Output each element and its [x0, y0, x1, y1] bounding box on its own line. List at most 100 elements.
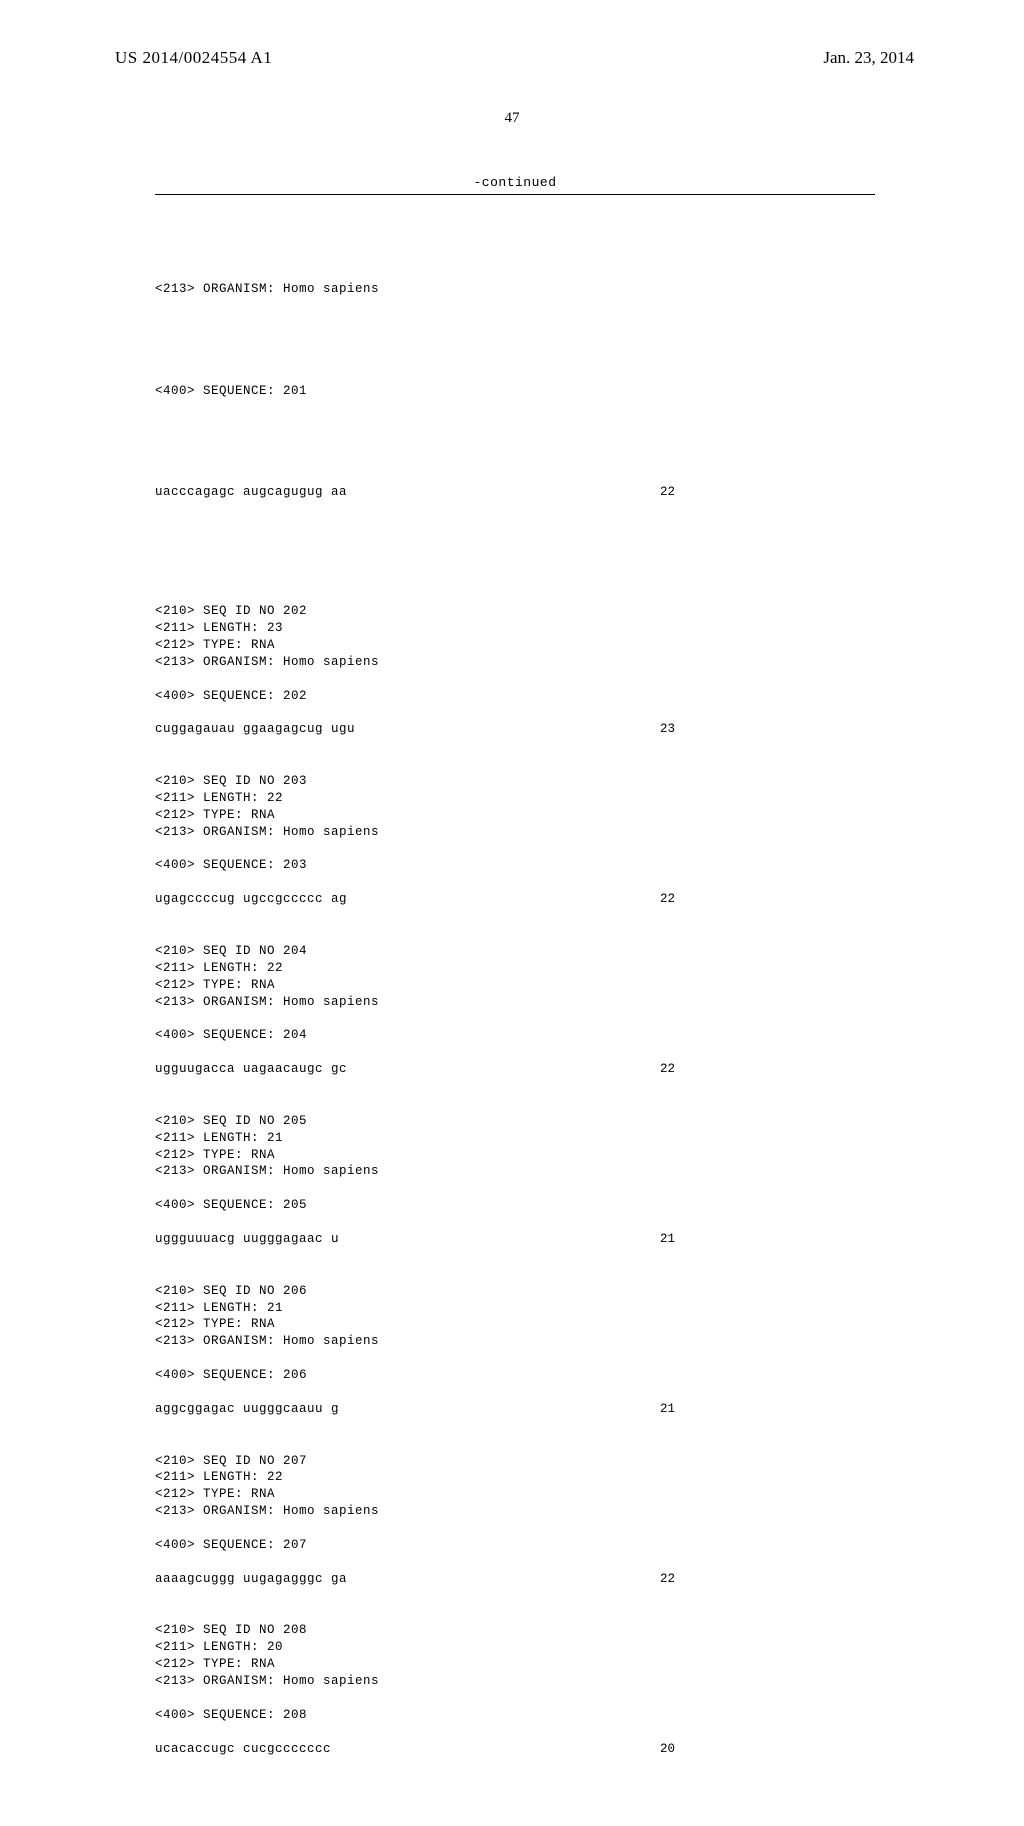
sequence-text: uacccagagc augcagugug aa	[155, 484, 347, 501]
sequence-line: ugguugacca uagaacaugc gc 22	[155, 1061, 875, 1078]
meta-line: <210> SEQ ID NO 205	[155, 1113, 875, 1130]
meta-line: <210> SEQ ID NO 208	[155, 1622, 875, 1639]
sequence-text: uggguuuacg uugggagaac u	[155, 1231, 339, 1248]
meta-line: <213> ORGANISM: Homo sapiens	[155, 1503, 875, 1520]
meta-line: <400> SEQUENCE: 204	[155, 1027, 875, 1044]
meta-line: <211> LENGTH: 21	[155, 1130, 875, 1147]
meta-line: <212> TYPE: RNA	[155, 1316, 875, 1333]
publication-date: Jan. 23, 2014	[823, 48, 914, 68]
blank-line	[155, 1724, 875, 1741]
blank-line	[155, 1606, 875, 1623]
blank-line	[155, 1214, 875, 1231]
sequence-line: ugagccccug ugccgccccc ag 22	[155, 891, 875, 908]
sequence-length: 22	[660, 1061, 875, 1078]
blank-line	[155, 1010, 875, 1027]
blank-line	[155, 1690, 875, 1707]
meta-line: <212> TYPE: RNA	[155, 1486, 875, 1503]
continued-label: -continued	[155, 175, 875, 190]
blank-line	[155, 1044, 875, 1061]
blank-line	[155, 1096, 875, 1113]
sequence-text: aggcggagac uugggcaauu g	[155, 1401, 339, 1418]
meta-line: <210> SEQ ID NO 207	[155, 1453, 875, 1470]
sequence-text: cuggagauau ggaagagcug ugu	[155, 721, 355, 738]
blank-line	[155, 926, 875, 943]
meta-line: <213> ORGANISM: Homo sapiens	[155, 1673, 875, 1690]
sequence-label: <400> SEQUENCE: 201	[155, 383, 875, 400]
meta-line: <212> TYPE: RNA	[155, 1656, 875, 1673]
meta-line: <211> LENGTH: 23	[155, 620, 875, 637]
meta-line: <400> SEQUENCE: 205	[155, 1197, 875, 1214]
blank-line	[155, 1436, 875, 1453]
meta-line: <212> TYPE: RNA	[155, 1147, 875, 1164]
horizontal-rule	[155, 194, 875, 195]
sequence-length: 22	[660, 891, 875, 908]
sequence-entry: <210> SEQ ID NO 208<211> LENGTH: 20<212>…	[155, 1622, 875, 1757]
meta-line: <400> SEQUENCE: 206	[155, 1367, 875, 1384]
sequence-entry: <210> SEQ ID NO 205<211> LENGTH: 21<212>…	[155, 1113, 875, 1248]
sequence-length: 22	[660, 1571, 875, 1588]
meta-line: <210> SEQ ID NO 206	[155, 1283, 875, 1300]
sequence-entry: <210> SEQ ID NO 207<211> LENGTH: 22<212>…	[155, 1453, 875, 1588]
sequence-line: cuggagauau ggaagagcug ugu 23	[155, 721, 875, 738]
blank-line	[155, 841, 875, 858]
sequence-length: 22	[660, 484, 875, 501]
sequence-length: 21	[660, 1401, 875, 1418]
sequence-length: 21	[660, 1231, 875, 1248]
blank-line	[155, 1554, 875, 1571]
sequence-text: ucacaccugc cucgccccccc	[155, 1741, 331, 1758]
meta-line: <400> SEQUENCE: 203	[155, 857, 875, 874]
blank-line	[155, 1384, 875, 1401]
meta-line: <213> ORGANISM: Homo sapiens	[155, 654, 875, 671]
page-header: US 2014/0024554 A1 Jan. 23, 2014	[0, 48, 1024, 68]
blank-line	[155, 1180, 875, 1197]
meta-line: <212> TYPE: RNA	[155, 807, 875, 824]
meta-line: <211> LENGTH: 22	[155, 790, 875, 807]
sequence-text: ugagccccug ugccgccccc ag	[155, 891, 347, 908]
meta-line: <211> LENGTH: 22	[155, 960, 875, 977]
sequence-length: 20	[660, 1741, 875, 1758]
meta-line: <400> SEQUENCE: 207	[155, 1537, 875, 1554]
sequence-line: uacccagagc augcagugug aa 22	[155, 484, 875, 501]
meta-line: <213> ORGANISM: Homo sapiens	[155, 994, 875, 1011]
sequence-entry: <210> SEQ ID NO 202<211> LENGTH: 23<212>…	[155, 603, 875, 738]
meta-line: <211> LENGTH: 20	[155, 1639, 875, 1656]
meta-line: <210> SEQ ID NO 204	[155, 943, 875, 960]
meta-line: <213> ORGANISM: Homo sapiens	[155, 1163, 875, 1180]
blank-line	[155, 1520, 875, 1537]
blank-line	[155, 671, 875, 688]
content-area: -continued <213> ORGANISM: Homo sapiens …	[155, 175, 875, 1826]
meta-line: <213> ORGANISM: Homo sapiens	[155, 1333, 875, 1350]
meta-line: <400> SEQUENCE: 202	[155, 688, 875, 705]
organism-line: <213> ORGANISM: Homo sapiens	[155, 281, 875, 298]
meta-line: <212> TYPE: RNA	[155, 637, 875, 654]
sequence-entry: <213> ORGANISM: Homo sapiens <400> SEQUE…	[155, 248, 875, 535]
sequence-entry: <210> SEQ ID NO 203<211> LENGTH: 22<212>…	[155, 773, 875, 908]
blank-line	[155, 1266, 875, 1283]
publication-number: US 2014/0024554 A1	[115, 48, 272, 68]
meta-line: <213> ORGANISM: Homo sapiens	[155, 824, 875, 841]
sequence-line: uggguuuacg uugggagaac u 21	[155, 1231, 875, 1248]
header-row: US 2014/0024554 A1 Jan. 23, 2014	[115, 48, 914, 68]
meta-line: <210> SEQ ID NO 203	[155, 773, 875, 790]
sequence-line: aaaagcuggg uugagagggc ga 22	[155, 1571, 875, 1588]
blank-line	[155, 704, 875, 721]
blank-line	[155, 874, 875, 891]
blank-line	[155, 433, 875, 450]
meta-line: <211> LENGTH: 21	[155, 1300, 875, 1317]
blank-line	[155, 1350, 875, 1367]
meta-line: <400> SEQUENCE: 208	[155, 1707, 875, 1724]
sequence-line: ucacaccugc cucgccccccc 20	[155, 1741, 875, 1758]
sequence-line: aggcggagac uugggcaauu g 21	[155, 1401, 875, 1418]
meta-line: <211> LENGTH: 22	[155, 1469, 875, 1486]
sequence-listing: <213> ORGANISM: Homo sapiens <400> SEQUE…	[155, 197, 875, 1826]
sequence-text: aaaagcuggg uugagagggc ga	[155, 1571, 347, 1588]
page-number: 47	[0, 110, 1024, 127]
sequence-text: ugguugacca uagaacaugc gc	[155, 1061, 347, 1078]
sequence-entry: <210> SEQ ID NO 204<211> LENGTH: 22<212>…	[155, 943, 875, 1078]
sequence-length: 23	[660, 721, 875, 738]
sequence-entry: <210> SEQ ID NO 206<211> LENGTH: 21<212>…	[155, 1283, 875, 1418]
meta-line: <210> SEQ ID NO 202	[155, 603, 875, 620]
meta-line: <212> TYPE: RNA	[155, 977, 875, 994]
blank-line	[155, 756, 875, 773]
blank-line	[155, 332, 875, 349]
